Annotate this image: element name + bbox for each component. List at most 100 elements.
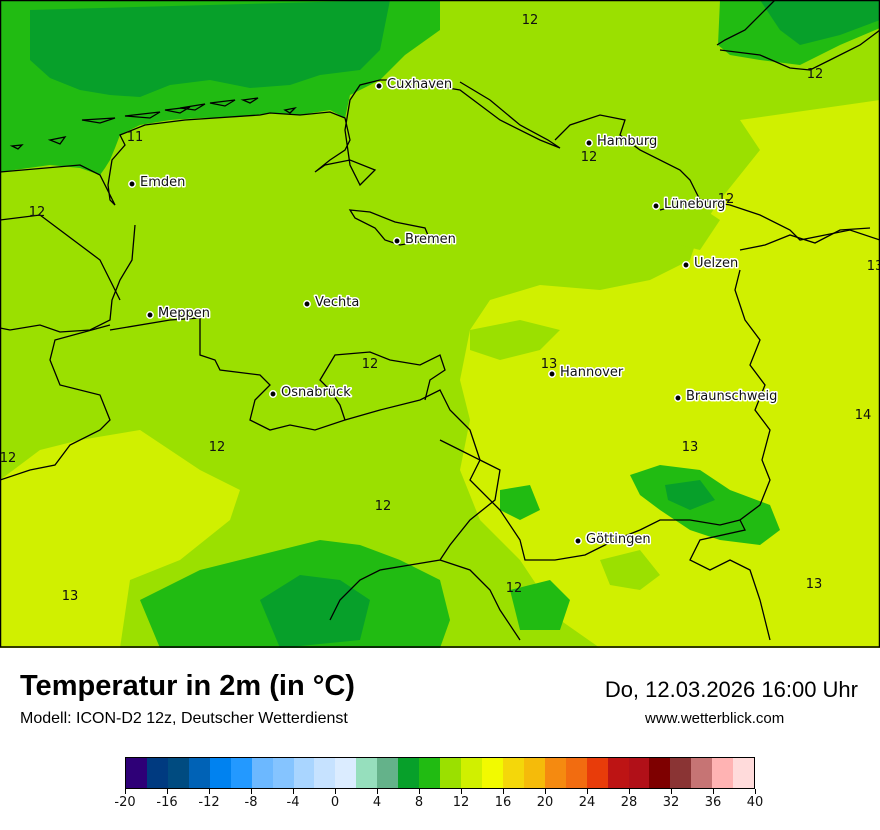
legend-tick-mark [418, 789, 420, 794]
legend-tick-label: 32 [662, 795, 680, 810]
legend-tick-label: -8 [244, 795, 258, 810]
city-marker: Cuxhaven [375, 76, 454, 94]
sea-deep-region [30, 0, 390, 97]
legend-tick-label: 8 [414, 795, 424, 810]
legend-color-swatch [356, 758, 378, 788]
legend-color-swatch [691, 758, 713, 788]
isotherm-label: 12 [362, 357, 379, 372]
legend-tick-label: -16 [156, 795, 178, 810]
legend-color-swatch [628, 758, 650, 788]
borders [0, 0, 880, 641]
city-label: Vechta [315, 295, 359, 310]
isotherm-label: 12 [0, 451, 16, 466]
legend-color-swatch [126, 758, 147, 788]
legend-color-swatch [209, 758, 231, 788]
city-dot-icon [303, 300, 311, 308]
legend-color-swatch [733, 758, 755, 788]
city-marker: Uelzen [682, 255, 740, 273]
legend-color-swatch [230, 758, 252, 788]
legend-color-swatch [565, 758, 587, 788]
city-marker: Göttingen [574, 531, 652, 549]
city-marker: Hamburg [585, 133, 659, 151]
legend-tick-mark [334, 789, 336, 794]
city-dot-icon [375, 82, 383, 90]
legend-tick-mark [292, 789, 294, 794]
city-marker: Hannover [548, 364, 625, 382]
isotherm-label: 14 [855, 408, 872, 423]
city-label: Hamburg [597, 134, 657, 149]
city-label: Cuxhaven [387, 77, 452, 92]
patch [470, 320, 560, 360]
city-marker: Braunschweig [674, 388, 779, 406]
legend-color-swatch [251, 758, 273, 788]
legend-tick-mark [460, 789, 462, 794]
temperature-map: 12 12 11 12 12 12 13 12 13 14 12 13 12 12 12 13 13 Cuxha… [0, 0, 880, 648]
city-marker: Osnabrück [269, 384, 353, 402]
isotherm-label: 12 [807, 67, 824, 82]
legend-tick-mark [586, 789, 588, 794]
legend-tick-mark [124, 789, 126, 794]
legend-color-swatch [544, 758, 566, 788]
city-label: Meppen [158, 306, 210, 321]
city-dot-icon [674, 394, 682, 402]
isotherm-label: 12 [375, 499, 392, 514]
city-dot-icon [128, 180, 136, 188]
legend-tick-mark [376, 789, 378, 794]
legend-color-swatch [586, 758, 608, 788]
city-label: Bremen [405, 232, 456, 247]
legend-color-swatch [461, 758, 482, 788]
city-label: Göttingen [586, 532, 651, 547]
city-dot-icon [574, 537, 582, 545]
legend-color-swatch [649, 758, 671, 788]
legend-color-swatch [502, 758, 524, 788]
cool-region-south-core [260, 575, 370, 648]
city-label: Emden [140, 175, 185, 190]
city-marker: Lüneburg [652, 196, 727, 214]
isotherm-label: 12 [506, 581, 523, 596]
isotherm-label: 13 [682, 440, 699, 455]
isotherm-label: 13 [62, 589, 79, 604]
legend-tick-mark [250, 789, 252, 794]
isotherm-label: 13 [806, 577, 823, 592]
city-dot-icon [393, 237, 401, 245]
isotherm-label: 12 [718, 192, 735, 207]
warm-region-east [460, 100, 880, 648]
legend-tick-label: 24 [578, 795, 596, 810]
legend-color-swatch [670, 758, 692, 788]
city-marker: Bremen [393, 231, 457, 249]
city-dot-icon [548, 370, 556, 378]
isotherm-label: 12 [209, 440, 226, 455]
isotherm-label: 12 [522, 13, 539, 28]
legend-tick-label: 36 [704, 795, 722, 810]
map-canvas: 12 12 11 12 12 12 13 12 13 14 12 13 12 12 12 13 13 Cuxha… [0, 0, 880, 648]
legend-tick-label: 0 [330, 795, 340, 810]
legend-color-swatch [272, 758, 294, 788]
city-label: Osnabrück [281, 385, 351, 400]
legend-tick-label: 40 [746, 795, 764, 810]
city-dot-icon [269, 390, 277, 398]
city-dot-icon [652, 202, 660, 210]
legend-tick-mark [502, 789, 504, 794]
baltic-deep-region [760, 0, 880, 45]
legend-tick-label: -4 [286, 795, 300, 810]
patch [600, 550, 660, 590]
legend-tick-label: 12 [452, 795, 470, 810]
city-label: Lüneburg [664, 197, 725, 212]
city-marker: Meppen [146, 305, 211, 323]
isotherm-label: 11 [127, 130, 144, 145]
isotherm-label: 13 [541, 357, 558, 372]
website-link[interactable]: www.wetterblick.com [645, 710, 785, 727]
isotherm-label: 13 [867, 259, 880, 274]
patch [510, 580, 570, 630]
city-dot-icon [146, 311, 154, 319]
legend-color-swatch [293, 758, 315, 788]
legend-tick-label: 16 [494, 795, 512, 810]
legend-color-swatch [167, 758, 189, 788]
warm-region-sw [0, 430, 240, 648]
legend-tick-label: 28 [620, 795, 638, 810]
legend-tick-label: -12 [198, 795, 220, 810]
legend-tick-mark [628, 789, 630, 794]
islands [9, 97, 297, 150]
harz-core [665, 480, 715, 510]
legend-color-swatch [314, 758, 336, 788]
